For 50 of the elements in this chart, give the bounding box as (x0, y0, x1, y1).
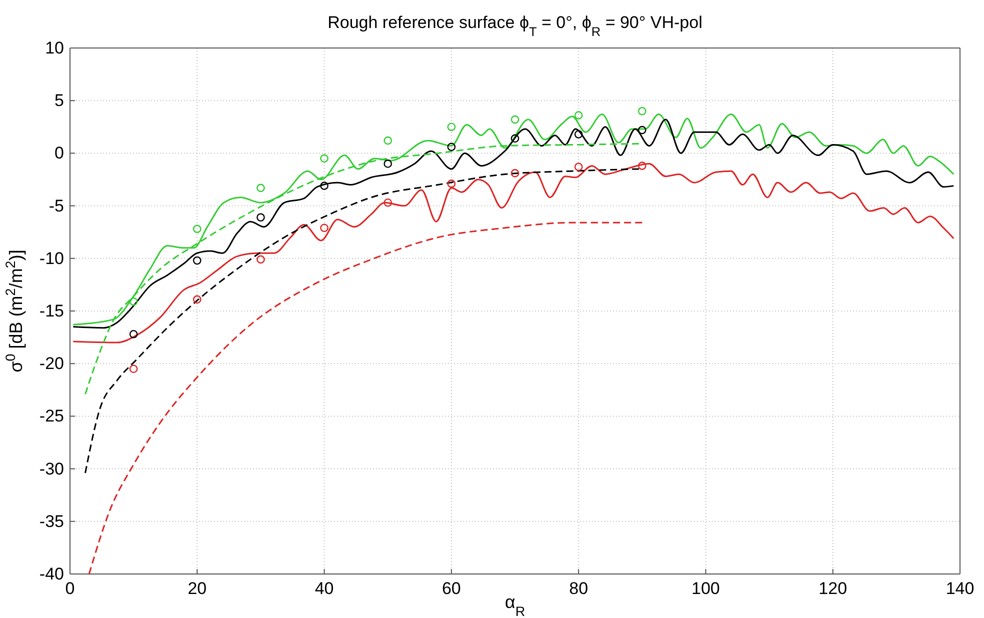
y-tick-label: 10 (45, 38, 64, 58)
point (129, 330, 138, 338)
point (638, 126, 646, 134)
point (320, 182, 328, 190)
point (320, 224, 328, 232)
y-tick-label: -10 (39, 248, 64, 268)
point (384, 136, 392, 145)
point (320, 154, 328, 163)
point (384, 198, 392, 207)
y-tick-label: 0 (54, 144, 64, 163)
y-tick-label: -20 (39, 354, 64, 374)
x-tick-label: 140 (946, 579, 974, 598)
x-tick-label: 80 (569, 579, 588, 598)
point (256, 213, 265, 222)
y-tick-label: -40 (39, 564, 64, 584)
x-axis-title: α$_{R}$ (504, 592, 526, 618)
x-tick-label: 60 (442, 579, 461, 598)
point (447, 180, 456, 188)
point (510, 115, 520, 124)
y-tick-label: 5 (54, 91, 64, 110)
y-tick-label: -35 (39, 512, 64, 531)
y-tick-label: -30 (39, 459, 64, 478)
point (638, 162, 646, 170)
x-tick-label: 20 (188, 579, 207, 598)
point (129, 364, 138, 374)
point (256, 255, 265, 264)
point (510, 169, 520, 178)
point (192, 256, 202, 265)
point (638, 106, 646, 116)
line-series (88, 222, 643, 575)
point (510, 134, 520, 143)
line-series (72, 162, 954, 344)
point (384, 160, 392, 168)
point (574, 130, 583, 138)
point (192, 295, 202, 304)
y-tick-label: -25 (39, 406, 64, 426)
point (574, 162, 583, 172)
chart-title: Rough reference surface ϕ$_{T}$ = 0°, ϕ$_{R}$ = 90° VH-pol (328, 13, 702, 38)
point (447, 142, 456, 152)
x-tick-label: 40 (314, 579, 334, 598)
y-tick-label: -5 (48, 196, 64, 216)
point (447, 122, 456, 132)
point (129, 297, 138, 306)
point (192, 224, 202, 234)
x-tick-label: 100 (692, 579, 720, 598)
x-tick-label: 120 (818, 579, 848, 598)
point (256, 184, 265, 192)
y-tick-label: -15 (39, 301, 64, 320)
line-series (84, 168, 640, 474)
point (574, 111, 583, 120)
